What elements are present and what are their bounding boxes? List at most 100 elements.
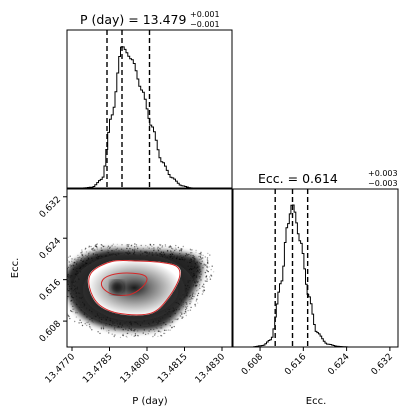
scatter-point bbox=[190, 306, 192, 309]
scatter-point bbox=[173, 325, 175, 328]
title-ecc-minus: −0.003 bbox=[368, 179, 398, 188]
scatter-point bbox=[160, 331, 162, 333]
scatter-point bbox=[205, 275, 207, 278]
scatter-point bbox=[196, 294, 199, 297]
scatter-point bbox=[57, 299, 58, 300]
scatter-point bbox=[161, 245, 164, 247]
title-period-plus: +0.001 bbox=[190, 10, 220, 19]
scatter-point bbox=[159, 247, 161, 250]
joint-xtick-label: 13.4815 bbox=[156, 352, 189, 385]
scatter-point bbox=[153, 334, 156, 336]
scatter-point bbox=[67, 266, 70, 269]
scatter-point bbox=[204, 256, 206, 258]
histogram-ecc-frame bbox=[232, 188, 399, 348]
scatter-point bbox=[149, 244, 151, 246]
scatter-point bbox=[196, 302, 199, 304]
scatter-point bbox=[168, 246, 170, 248]
scatter-point bbox=[70, 310, 73, 313]
scatter-point bbox=[147, 246, 149, 248]
histogram-period-quantiles bbox=[106, 30, 151, 188]
scatter-point bbox=[80, 251, 83, 254]
scatter-point bbox=[183, 312, 185, 315]
scatter-point bbox=[177, 246, 180, 249]
scatter-point bbox=[59, 279, 60, 280]
scatter-point bbox=[174, 249, 176, 252]
histogram-period: P (day) = 13.479 +0.001 −0.001 bbox=[66, 10, 233, 189]
scatter-point bbox=[77, 254, 79, 257]
scatter-point bbox=[161, 246, 163, 248]
scatter-point bbox=[200, 251, 202, 254]
scatter-point bbox=[198, 255, 200, 258]
scatter-point bbox=[169, 245, 171, 247]
scatter-point bbox=[63, 274, 64, 275]
scatter-point bbox=[167, 329, 169, 331]
scatter-point bbox=[203, 289, 205, 291]
scatter-point bbox=[195, 300, 197, 302]
joint-ytick-label: 0.632 bbox=[38, 195, 63, 220]
scatter-point bbox=[74, 320, 76, 323]
scatter-point bbox=[102, 245, 105, 248]
scatter-point bbox=[100, 247, 103, 249]
scatter-point bbox=[206, 280, 208, 282]
title-ecc-equals: = bbox=[288, 171, 302, 186]
scatter-point bbox=[102, 328, 105, 330]
scatter-point bbox=[81, 249, 83, 251]
scatter-point bbox=[97, 331, 99, 333]
scatter-point bbox=[111, 244, 113, 247]
scatter-point bbox=[79, 252, 82, 254]
scatter-point bbox=[210, 268, 212, 271]
scatter-point bbox=[81, 251, 83, 253]
scatter-point bbox=[60, 273, 61, 274]
scatter-point bbox=[189, 303, 191, 305]
scatter-point bbox=[197, 289, 199, 291]
title-period-value: 13.479 bbox=[143, 12, 187, 27]
scatter-point bbox=[191, 294, 194, 296]
scatter-point bbox=[171, 321, 174, 323]
scatter-point bbox=[90, 245, 92, 248]
scatter-point bbox=[188, 299, 190, 301]
scatter-point bbox=[210, 275, 213, 277]
scatter-point bbox=[180, 251, 183, 253]
scatter-point bbox=[65, 261, 66, 262]
scatter-point bbox=[187, 309, 189, 312]
histogram-period-title: P (day) = 13.479 bbox=[80, 12, 186, 27]
joint-density-frame bbox=[66, 188, 233, 348]
joint-density-xticks: 13.4770 13.4785 13.4800 13.4815 13.4830 bbox=[44, 347, 228, 386]
scatter-point bbox=[160, 244, 162, 246]
scatter-point bbox=[163, 329, 166, 331]
scatter-point bbox=[60, 262, 61, 263]
scatter-point bbox=[154, 330, 156, 333]
scatter-point bbox=[62, 267, 63, 268]
scatter-point bbox=[136, 334, 139, 337]
scatter-point bbox=[191, 252, 193, 254]
scatter-point bbox=[209, 254, 211, 256]
scatter-point bbox=[149, 243, 151, 245]
joint-xtick-label: 13.4830 bbox=[194, 352, 228, 386]
scatter-point bbox=[125, 244, 128, 246]
scatter-point bbox=[164, 332, 166, 335]
scatter-point bbox=[195, 251, 197, 253]
scatter-point bbox=[113, 334, 116, 336]
scatter-point bbox=[142, 332, 144, 334]
scatter-point bbox=[203, 263, 205, 265]
scatter-point bbox=[134, 248, 136, 250]
joint-density-contours bbox=[88, 259, 181, 316]
scatter-point bbox=[202, 285, 204, 287]
ecc-xtick-label: 0.632 bbox=[370, 352, 395, 377]
scatter-point bbox=[100, 326, 103, 329]
joint-density-xlabel: P (day) bbox=[132, 396, 168, 407]
scatter-point bbox=[196, 298, 198, 300]
scatter-point bbox=[203, 283, 205, 285]
scatter-point bbox=[61, 262, 62, 263]
scatter-point bbox=[86, 324, 88, 327]
scatter-point bbox=[88, 323, 91, 326]
scatter-point bbox=[129, 247, 131, 250]
title-period-minus: −0.001 bbox=[190, 20, 220, 29]
scatter-point bbox=[209, 276, 211, 278]
scatter-point bbox=[185, 309, 187, 311]
scatter-point bbox=[137, 247, 139, 249]
scatter-point bbox=[113, 335, 115, 338]
scatter-point bbox=[182, 245, 184, 248]
histogram-ecc-quantiles bbox=[274, 189, 309, 347]
scatter-point bbox=[176, 318, 178, 321]
